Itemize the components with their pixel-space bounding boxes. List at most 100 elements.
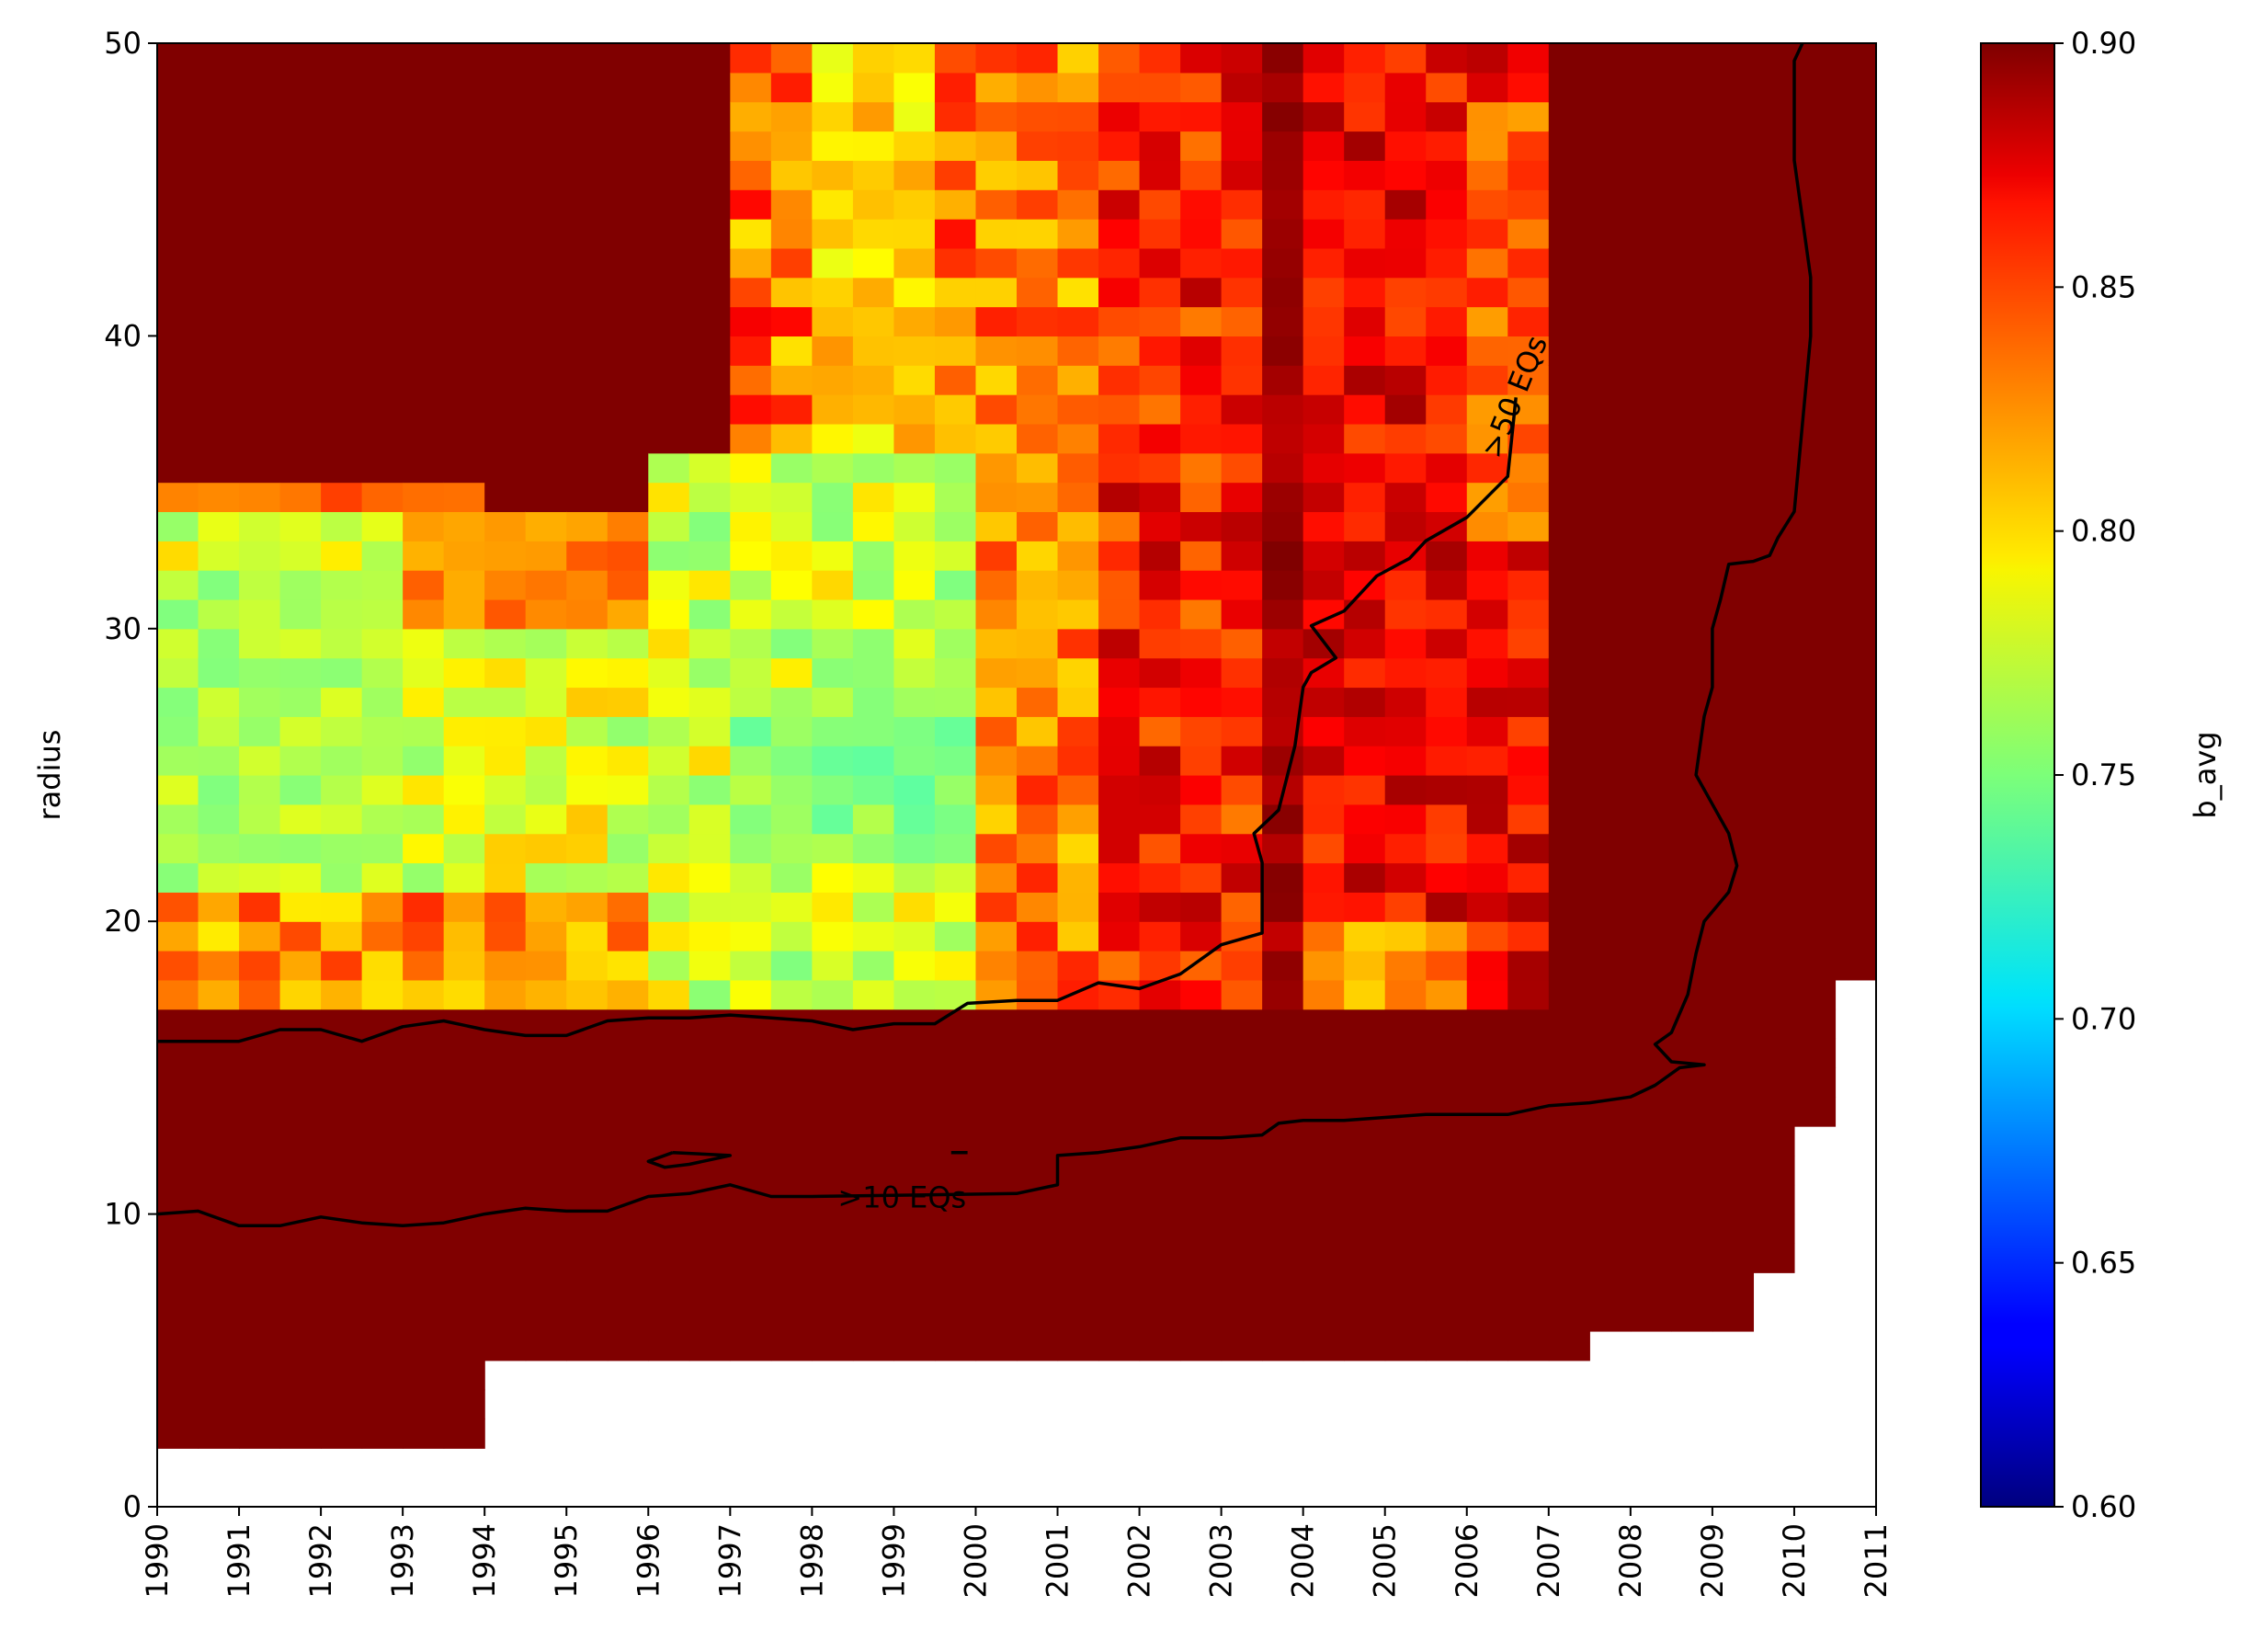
heatmap-cell (893, 160, 936, 190)
heatmap-cell (934, 43, 977, 74)
heatmap-cell (1139, 1302, 1181, 1332)
heatmap-cell (1835, 511, 1876, 541)
heatmap-cell (1466, 1008, 1508, 1040)
heatmap-cell (361, 160, 404, 190)
heatmap-cell (1630, 1272, 1672, 1303)
heatmap-cell (688, 1272, 731, 1303)
heatmap-cell (403, 247, 445, 279)
heatmap-cell (1507, 1126, 1550, 1156)
heatmap-cell (1548, 365, 1590, 395)
heatmap-cell (1262, 1038, 1304, 1068)
heatmap-cell (1753, 482, 1795, 513)
x-tick-label: 2002 (1122, 1523, 1157, 1598)
heatmap-cell (1262, 1302, 1304, 1332)
heatmap-cell (484, 1302, 527, 1332)
heatmap-cell (730, 541, 772, 571)
heatmap-cell (1344, 1184, 1386, 1215)
heatmap-cell (648, 189, 690, 220)
heatmap-cell (730, 951, 772, 981)
heatmap-cell (688, 833, 731, 864)
heatmap-cell (1793, 657, 1837, 689)
heatmap-cell (1384, 775, 1427, 805)
heatmap-cell (1384, 101, 1427, 132)
heatmap-cell (239, 746, 281, 776)
heatmap-cell (1221, 716, 1263, 746)
heatmap-cell (1303, 1243, 1345, 1273)
heatmap-cell (1630, 423, 1672, 454)
heatmap-cell (1384, 189, 1427, 220)
heatmap-cell (812, 892, 854, 922)
heatmap-cell (1793, 833, 1837, 864)
heatmap-cell (1344, 1155, 1386, 1186)
heatmap-cell (279, 160, 322, 190)
heatmap-cell (770, 687, 813, 717)
heatmap-cell (198, 160, 240, 190)
heatmap-cell (852, 306, 895, 336)
heatmap-cell (1630, 482, 1672, 513)
heatmap-cell (1589, 746, 1632, 776)
heatmap-cell (730, 657, 772, 689)
heatmap-cell (688, 72, 731, 103)
heatmap-cell (812, 394, 854, 425)
heatmap-cell (1344, 921, 1386, 951)
heatmap-cell (279, 833, 322, 864)
heatmap-cell (566, 43, 609, 74)
heatmap-cell (934, 892, 977, 922)
heatmap-cell (1589, 687, 1632, 717)
heatmap-cell (1793, 1038, 1837, 1068)
heatmap-cell (934, 862, 977, 893)
heatmap-cell (566, 247, 609, 279)
heatmap-cell (1426, 365, 1468, 395)
heatmap-cell (1548, 716, 1590, 746)
heatmap-cell (1017, 160, 1059, 190)
heatmap-cell (648, 1038, 690, 1068)
heatmap-cell (1589, 365, 1632, 395)
heatmap-cell (1630, 365, 1672, 395)
heatmap-cell (1344, 1243, 1386, 1273)
heatmap-cell (1180, 423, 1223, 454)
heatmap-cell (730, 979, 772, 1010)
heatmap-cell (566, 482, 609, 513)
heatmap-cell (688, 921, 731, 951)
heatmap-cell (198, 657, 240, 689)
heatmap-cell (1793, 1097, 1837, 1127)
heatmap-cell (1835, 541, 1876, 571)
heatmap-cell (239, 951, 281, 981)
heatmap-cell (1221, 628, 1263, 659)
heatmap-cell (443, 247, 485, 279)
heatmap-cell (893, 511, 936, 541)
heatmap-cell (1589, 775, 1632, 805)
heatmap-cell (1589, 892, 1632, 922)
heatmap-cell (361, 1302, 404, 1332)
heatmap-cell (239, 423, 281, 454)
heatmap-cell (1793, 598, 1837, 630)
heatmap-cell (1017, 1008, 1059, 1040)
heatmap-cell (484, 72, 527, 103)
heatmap-cell (1098, 1330, 1141, 1361)
heatmap-cell (1017, 862, 1059, 893)
heatmap-cell (688, 775, 731, 805)
heatmap-cell (279, 951, 322, 981)
heatmap-cell (975, 1184, 1018, 1215)
heatmap-cell (1139, 833, 1181, 864)
heatmap-cell (1384, 43, 1427, 74)
heatmap-cell (1835, 570, 1876, 600)
heatmap-cell (1753, 1008, 1795, 1040)
heatmap-cell (403, 1360, 445, 1391)
heatmap-cell (1589, 394, 1632, 425)
heatmap-cell (279, 803, 322, 835)
heatmap-cell (361, 247, 404, 279)
heatmap-cell (1426, 892, 1468, 922)
heatmap-cell (1262, 277, 1304, 308)
heatmap-cell (1671, 394, 1713, 425)
heatmap-cell (403, 189, 445, 220)
heatmap-cell (1507, 160, 1550, 190)
heatmap-cell (1589, 1184, 1632, 1215)
heatmap-cell (607, 979, 649, 1010)
heatmap-cell (893, 247, 936, 279)
heatmap-cell (852, 1126, 895, 1156)
heatmap-cell (607, 598, 649, 630)
heatmap-cell (443, 803, 485, 835)
heatmap-cell (1221, 1302, 1263, 1332)
heatmap-cell (1262, 247, 1304, 279)
